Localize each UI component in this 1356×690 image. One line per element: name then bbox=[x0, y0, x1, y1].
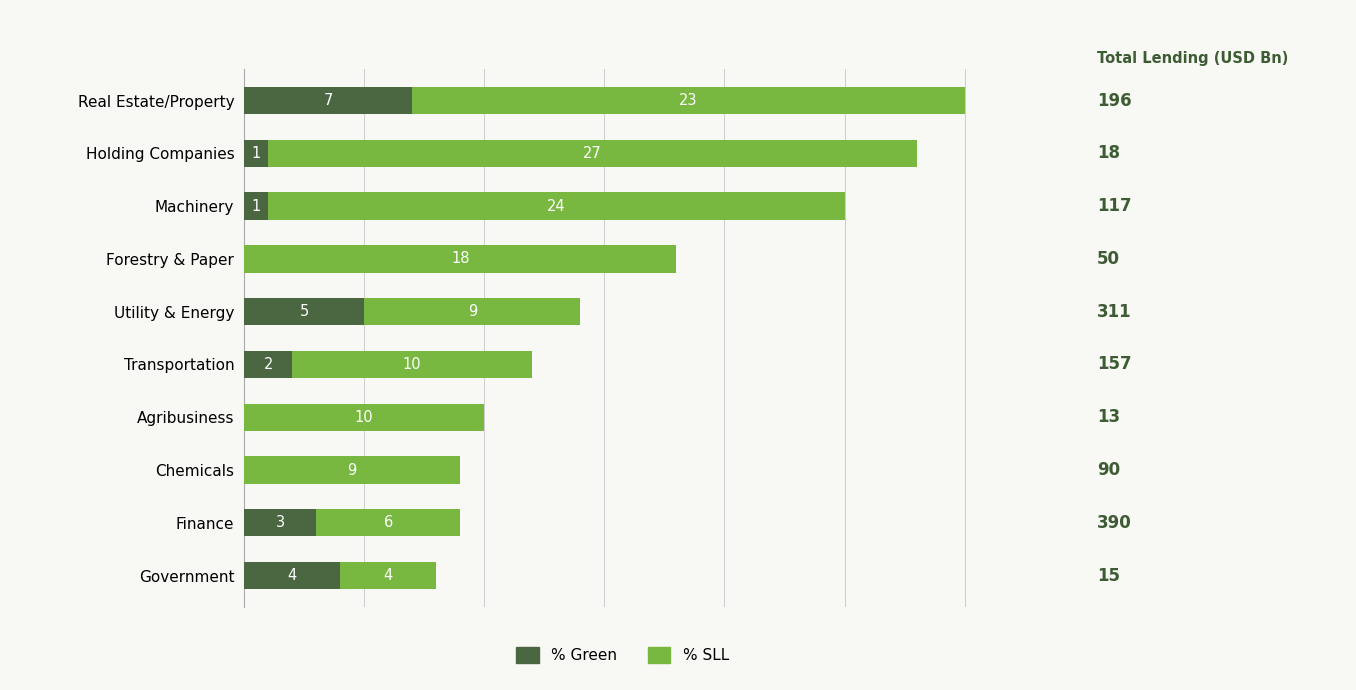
Bar bbox=[268, 193, 845, 220]
Text: 1: 1 bbox=[251, 146, 260, 161]
Bar bbox=[316, 509, 460, 537]
Text: 18: 18 bbox=[1097, 144, 1120, 162]
Bar bbox=[412, 87, 964, 115]
Bar bbox=[292, 351, 533, 378]
Text: 117: 117 bbox=[1097, 197, 1132, 215]
Bar bbox=[244, 139, 268, 167]
Text: 7: 7 bbox=[324, 93, 332, 108]
Text: 157: 157 bbox=[1097, 355, 1132, 373]
Text: 4: 4 bbox=[384, 568, 393, 583]
Text: 10: 10 bbox=[355, 410, 373, 425]
Text: 196: 196 bbox=[1097, 92, 1132, 110]
Text: 10: 10 bbox=[403, 357, 422, 372]
Text: 13: 13 bbox=[1097, 408, 1120, 426]
Legend: % Green, % SLL: % Green, % SLL bbox=[510, 641, 735, 669]
Text: 23: 23 bbox=[679, 93, 698, 108]
Text: 50: 50 bbox=[1097, 250, 1120, 268]
Text: 18: 18 bbox=[452, 251, 469, 266]
Bar bbox=[244, 351, 292, 378]
Text: 2: 2 bbox=[263, 357, 273, 372]
Text: 4: 4 bbox=[287, 568, 297, 583]
Text: 3: 3 bbox=[275, 515, 285, 531]
Bar bbox=[244, 87, 412, 115]
Text: 390: 390 bbox=[1097, 514, 1132, 532]
Bar bbox=[244, 298, 365, 326]
Text: Total Lending (USD Bn): Total Lending (USD Bn) bbox=[1097, 51, 1288, 66]
Text: 90: 90 bbox=[1097, 461, 1120, 479]
Text: 27: 27 bbox=[583, 146, 602, 161]
Text: 15: 15 bbox=[1097, 566, 1120, 584]
Text: 6: 6 bbox=[384, 515, 393, 531]
Bar bbox=[244, 509, 316, 537]
Text: 311: 311 bbox=[1097, 303, 1132, 321]
Bar bbox=[365, 298, 580, 326]
Text: 5: 5 bbox=[300, 304, 309, 319]
Bar bbox=[268, 139, 917, 167]
Bar bbox=[244, 562, 340, 589]
Bar bbox=[244, 456, 460, 484]
Bar bbox=[244, 193, 268, 220]
Bar bbox=[340, 562, 437, 589]
Text: 1: 1 bbox=[251, 199, 260, 214]
Text: 24: 24 bbox=[546, 199, 565, 214]
Text: 9: 9 bbox=[468, 304, 477, 319]
Bar bbox=[244, 245, 677, 273]
Bar bbox=[244, 404, 484, 431]
Text: 9: 9 bbox=[347, 462, 357, 477]
